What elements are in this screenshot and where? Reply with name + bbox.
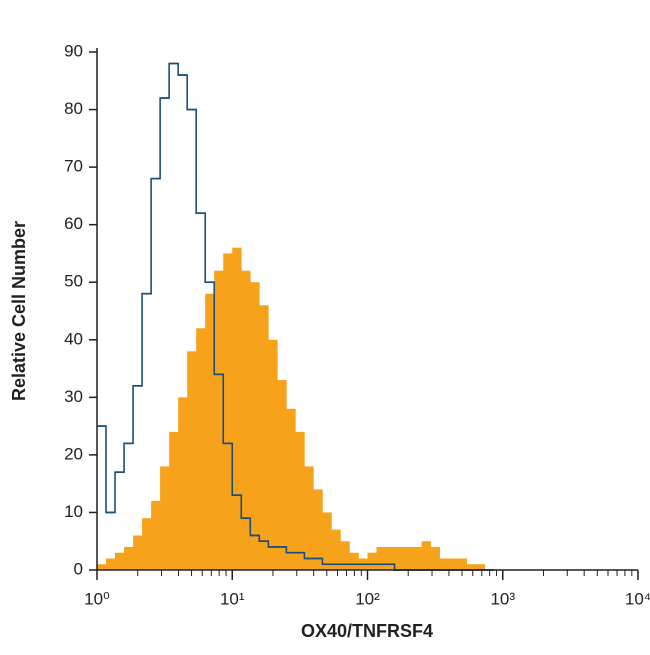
- histogram-bar: [196, 328, 206, 570]
- histogram-bar: [133, 535, 143, 570]
- y-tick-label: 10: [64, 502, 83, 521]
- y-tick-label: 60: [64, 214, 83, 233]
- y-tick-label: 40: [64, 329, 83, 348]
- histogram-bar: [151, 500, 161, 570]
- y-tick-label: 80: [64, 99, 83, 118]
- histogram-outline-connector: [97, 62, 494, 571]
- y-tick-label: 90: [64, 41, 83, 60]
- histogram-bar: [277, 380, 287, 570]
- histogram-bar: [232, 247, 242, 570]
- histogram-bar: [241, 270, 251, 570]
- x-tick-label: 10⁴: [625, 589, 650, 608]
- x-tick-label: 10³: [490, 589, 515, 608]
- histogram-bar: [295, 431, 305, 570]
- histogram-bar: [412, 546, 422, 570]
- y-tick-label: 20: [64, 444, 83, 463]
- histogram-bar: [340, 541, 350, 570]
- histogram-bar: [403, 546, 413, 570]
- histogram-bar: [421, 541, 431, 570]
- histogram-bar: [322, 512, 332, 570]
- histogram-bar: [457, 558, 467, 570]
- x-tick-label: 10¹: [220, 589, 245, 608]
- histogram-bar: [223, 253, 233, 570]
- histogram-bar: [475, 564, 486, 570]
- y-tick-label: 30: [64, 387, 83, 406]
- y-tick-label: 50: [64, 272, 83, 291]
- histogram-bar: [313, 489, 323, 570]
- histogram-bar: [214, 270, 224, 570]
- histogram-bar: [331, 529, 341, 570]
- histogram-bar: [430, 546, 440, 570]
- histogram-bar: [142, 518, 152, 570]
- histogram-bar: [250, 282, 260, 570]
- histogram-bar: [286, 408, 296, 570]
- x-tick-label: 10²: [355, 589, 380, 608]
- histogram-bar: [268, 339, 278, 570]
- x-tick-label: 10⁰: [84, 589, 110, 608]
- histogram-bar: [385, 546, 395, 570]
- y-axis-title: Relative Cell Number: [9, 221, 29, 401]
- histogram-bar: [367, 552, 377, 570]
- histogram-bar: [97, 564, 107, 570]
- histogram-bar: [106, 558, 116, 570]
- histogram-bar: [124, 546, 134, 570]
- histogram-bar: [160, 466, 170, 570]
- histogram-bar: [439, 558, 449, 570]
- histogram-bar: [115, 552, 125, 570]
- histogram-bar: [448, 558, 458, 570]
- histogram-bar: [376, 546, 386, 570]
- histogram-bar: [466, 564, 477, 570]
- histogram-bar: [187, 351, 197, 570]
- histogram-bar: [259, 305, 269, 570]
- histogram-bar: [394, 546, 404, 570]
- y-tick-label: 0: [74, 559, 83, 578]
- histogram-bar: [304, 466, 314, 570]
- histogram-bar: [169, 431, 179, 570]
- histogram-bar: [205, 293, 215, 570]
- y-tick-label: 70: [64, 157, 83, 176]
- histogram-bar: [349, 552, 359, 570]
- histogram-bar: [178, 397, 188, 570]
- x-axis-title: OX40/TNFRSF4: [301, 621, 433, 641]
